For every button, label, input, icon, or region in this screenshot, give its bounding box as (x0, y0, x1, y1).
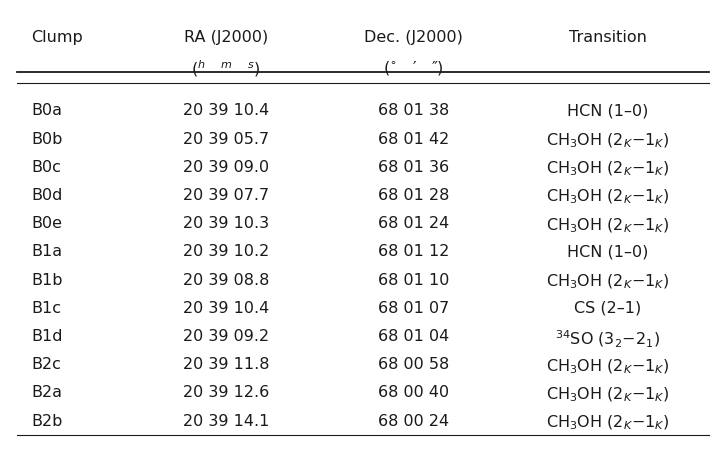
Text: CH$_3$OH (2$_K$−1$_K$): CH$_3$OH (2$_K$−1$_K$) (546, 160, 669, 178)
Text: 20 39 09.2: 20 39 09.2 (183, 329, 269, 344)
Text: 20 39 10.2: 20 39 10.2 (183, 245, 269, 260)
Text: CH$_3$OH (2$_K$−1$_K$): CH$_3$OH (2$_K$−1$_K$) (546, 273, 669, 291)
Text: B2c: B2c (32, 357, 62, 372)
Text: 68 01 38: 68 01 38 (378, 103, 449, 118)
Text: 20 39 10.3: 20 39 10.3 (183, 216, 269, 231)
Text: B2a: B2a (32, 386, 62, 400)
Text: B0d: B0d (32, 188, 63, 203)
Text: 20 39 12.6: 20 39 12.6 (183, 386, 269, 400)
Text: B1a: B1a (32, 245, 62, 260)
Text: 68 01 07: 68 01 07 (378, 301, 449, 316)
Text: Dec. (J2000): Dec. (J2000) (364, 29, 463, 45)
Text: HCN (1–0): HCN (1–0) (567, 245, 648, 260)
Text: 68 01 28: 68 01 28 (378, 188, 449, 203)
Text: B0a: B0a (32, 103, 62, 118)
Text: CH$_3$OH (2$_K$−1$_K$): CH$_3$OH (2$_K$−1$_K$) (546, 216, 669, 235)
Text: CH$_3$OH (2$_K$−1$_K$): CH$_3$OH (2$_K$−1$_K$) (546, 357, 669, 376)
Text: CS (2–1): CS (2–1) (574, 301, 642, 316)
Text: B0e: B0e (32, 216, 62, 231)
Text: 68 01 36: 68 01 36 (378, 160, 449, 175)
Text: 68 01 10: 68 01 10 (378, 273, 449, 288)
Text: 20 39 11.8: 20 39 11.8 (183, 357, 269, 372)
Text: CH$_3$OH (2$_K$−1$_K$): CH$_3$OH (2$_K$−1$_K$) (546, 132, 669, 150)
Text: $^{34}$SO (3$_2$−2$_1$): $^{34}$SO (3$_2$−2$_1$) (555, 329, 661, 350)
Text: 20 39 09.0: 20 39 09.0 (183, 160, 269, 175)
Text: 20 39 08.8: 20 39 08.8 (183, 273, 269, 288)
Text: 68 01 24: 68 01 24 (378, 216, 449, 231)
Text: 68 01 12: 68 01 12 (378, 245, 449, 260)
Text: B1d: B1d (32, 329, 63, 344)
Text: HCN (1–0): HCN (1–0) (567, 103, 648, 118)
Text: B1c: B1c (32, 301, 62, 316)
Text: Transition: Transition (569, 29, 647, 45)
Text: Clump: Clump (32, 29, 83, 45)
Text: B0c: B0c (32, 160, 62, 175)
Text: 68 00 40: 68 00 40 (378, 386, 449, 400)
Text: 20 39 10.4: 20 39 10.4 (183, 103, 269, 118)
Text: 20 39 07.7: 20 39 07.7 (183, 188, 269, 203)
Text: B0b: B0b (32, 132, 63, 147)
Text: 68 01 04: 68 01 04 (378, 329, 449, 344)
Text: ($^{h}$   $^{m}$   $^{s}$): ($^{h}$ $^{m}$ $^{s}$) (192, 59, 261, 79)
Text: CH$_3$OH (2$_K$−1$_K$): CH$_3$OH (2$_K$−1$_K$) (546, 188, 669, 207)
Text: CH$_3$OH (2$_K$−1$_K$): CH$_3$OH (2$_K$−1$_K$) (546, 386, 669, 404)
Text: 20 39 14.1: 20 39 14.1 (183, 414, 269, 429)
Text: CH$_3$OH (2$_K$−1$_K$): CH$_3$OH (2$_K$−1$_K$) (546, 414, 669, 432)
Text: RA (J2000): RA (J2000) (184, 29, 268, 45)
Text: ($^{\circ}$   ′   ″): ($^{\circ}$ ′ ″) (383, 59, 444, 77)
Text: 20 39 05.7: 20 39 05.7 (183, 132, 269, 147)
Text: B2b: B2b (32, 414, 63, 429)
Text: 68 01 42: 68 01 42 (378, 132, 449, 147)
Text: B1b: B1b (32, 273, 63, 288)
Text: 68 00 58: 68 00 58 (378, 357, 449, 372)
Text: 20 39 10.4: 20 39 10.4 (183, 301, 269, 316)
Text: 68 00 24: 68 00 24 (378, 414, 449, 429)
